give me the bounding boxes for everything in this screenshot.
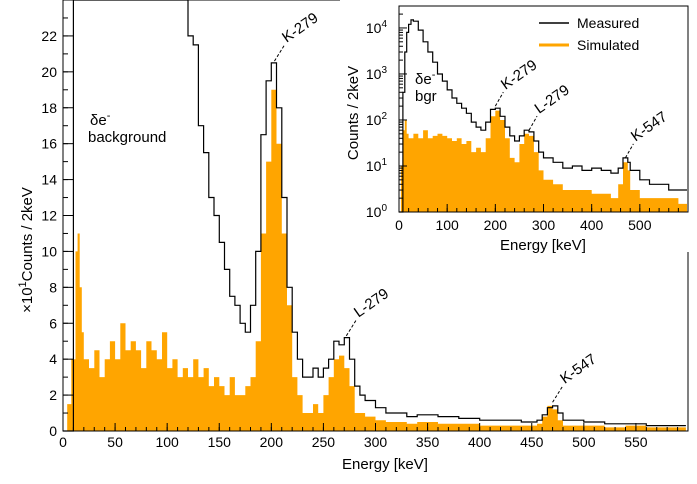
inset-series-measured [399, 19, 687, 213]
inset-x-tick-label: 400 [580, 217, 604, 233]
main-x-axis-title: Energy [keV] [342, 456, 428, 473]
main-y-tick-label: 20 [41, 64, 57, 80]
main-axes: 0 50 100 150 200 250 300 350 400 450 500 5500246810… [41, 0, 689, 450]
inset-y-axis-title: Counts / 2keV [345, 66, 362, 160]
inset-y-tick-label: 104 [366, 19, 388, 36]
inset-bg-label-symbol: δe- [415, 69, 436, 88]
main-y-tick-label: 2 [49, 387, 57, 403]
main-y-axis-label: Counts / 2keV [19, 187, 36, 281]
main-bg-label-symbol: δe- [90, 110, 111, 129]
inset-x-tick-label: 300 [532, 217, 556, 233]
inset-y-tick-label: 100 [366, 203, 388, 220]
main-y-tick-label: 0 [49, 423, 57, 439]
main-background-label: δe- background [88, 110, 166, 146]
inset-x-tick-label: 500 [628, 217, 652, 233]
inset-annotation-leader [528, 115, 538, 131]
main-y-axis-title-group: ×101Counts / 2keV [17, 187, 36, 313]
main-y-axis-title: ×101Counts / 2keV [17, 187, 36, 313]
main-bg-label-sup: - [107, 110, 111, 122]
main-y-tick-label: 12 [41, 208, 57, 224]
inset-y-axis-title-group: Counts / 2keV [345, 66, 362, 160]
main-x-tick-label: 200 [260, 434, 284, 450]
main-y-tick-label: 16 [41, 136, 57, 152]
main-x-tick-label: 500 [572, 434, 596, 450]
inset-y-tick-label: 101 [366, 157, 388, 174]
inset-axes: 0 100 200 300 400 500 100 101 102 103 104 [366, 5, 689, 233]
inset-x-axis-title: Energy [keV] [500, 237, 586, 254]
inset-background-label: δe- bgr [415, 69, 437, 105]
main-y-scale-label: ×10 [19, 287, 36, 312]
inset-x-tick-label: 200 [484, 217, 508, 233]
main-annotation-leader [552, 386, 564, 403]
main-x-tick-label: 150 [208, 434, 232, 450]
main-series-simulated [63, 89, 686, 432]
inset-annotation-leader [494, 91, 504, 107]
legend-label-measured: Measured [577, 15, 639, 31]
inset-bg-label-line2: bgr [415, 88, 437, 105]
main-plot [63, 0, 686, 432]
inset-bg-label-sup: - [432, 69, 436, 81]
inset-plot [399, 19, 687, 213]
main-bg-label-line2: background [88, 129, 166, 146]
main-x-tick-label: 400 [468, 434, 492, 450]
main-x-tick-label: 250 [312, 434, 336, 450]
main-y-tick-label: 10 [41, 243, 57, 259]
main-y-tick-label: 8 [49, 279, 57, 295]
legend-label-simulated: Simulated [577, 37, 639, 53]
main-y-tick-label: 14 [41, 172, 57, 188]
main-annotation-leader [274, 44, 285, 62]
inset-series-simulated [399, 110, 687, 212]
inset-y-tick-label: 103 [366, 65, 388, 82]
inset-y-tick-label: 102 [366, 111, 388, 128]
main-x-tick-label: 100 [155, 434, 179, 450]
main-y-tick-label: 22 [41, 28, 57, 44]
inset-annotation-leader [624, 143, 634, 159]
main-series-measured [63, 0, 686, 432]
main-annotation-leader [345, 319, 357, 337]
main-x-tick-label: 350 [416, 434, 440, 450]
main-x-tick-label: 550 [624, 434, 648, 450]
main-y-scale-exponent: 1 [17, 281, 29, 287]
main-y-tick-label: 6 [49, 315, 57, 331]
main-x-tick-label: 0 [59, 434, 67, 450]
main-x-tick-label: 450 [520, 434, 544, 450]
main-y-tick-label: 18 [41, 100, 57, 116]
main-x-tick-label: 300 [364, 434, 388, 450]
main-x-tick-label: 50 [107, 434, 123, 450]
inset-legend: Measured Simulated [539, 15, 639, 53]
inset-x-tick-label: 0 [395, 217, 403, 233]
inset-x-tick-label: 100 [435, 217, 459, 233]
main-y-tick-label: 4 [49, 351, 57, 367]
